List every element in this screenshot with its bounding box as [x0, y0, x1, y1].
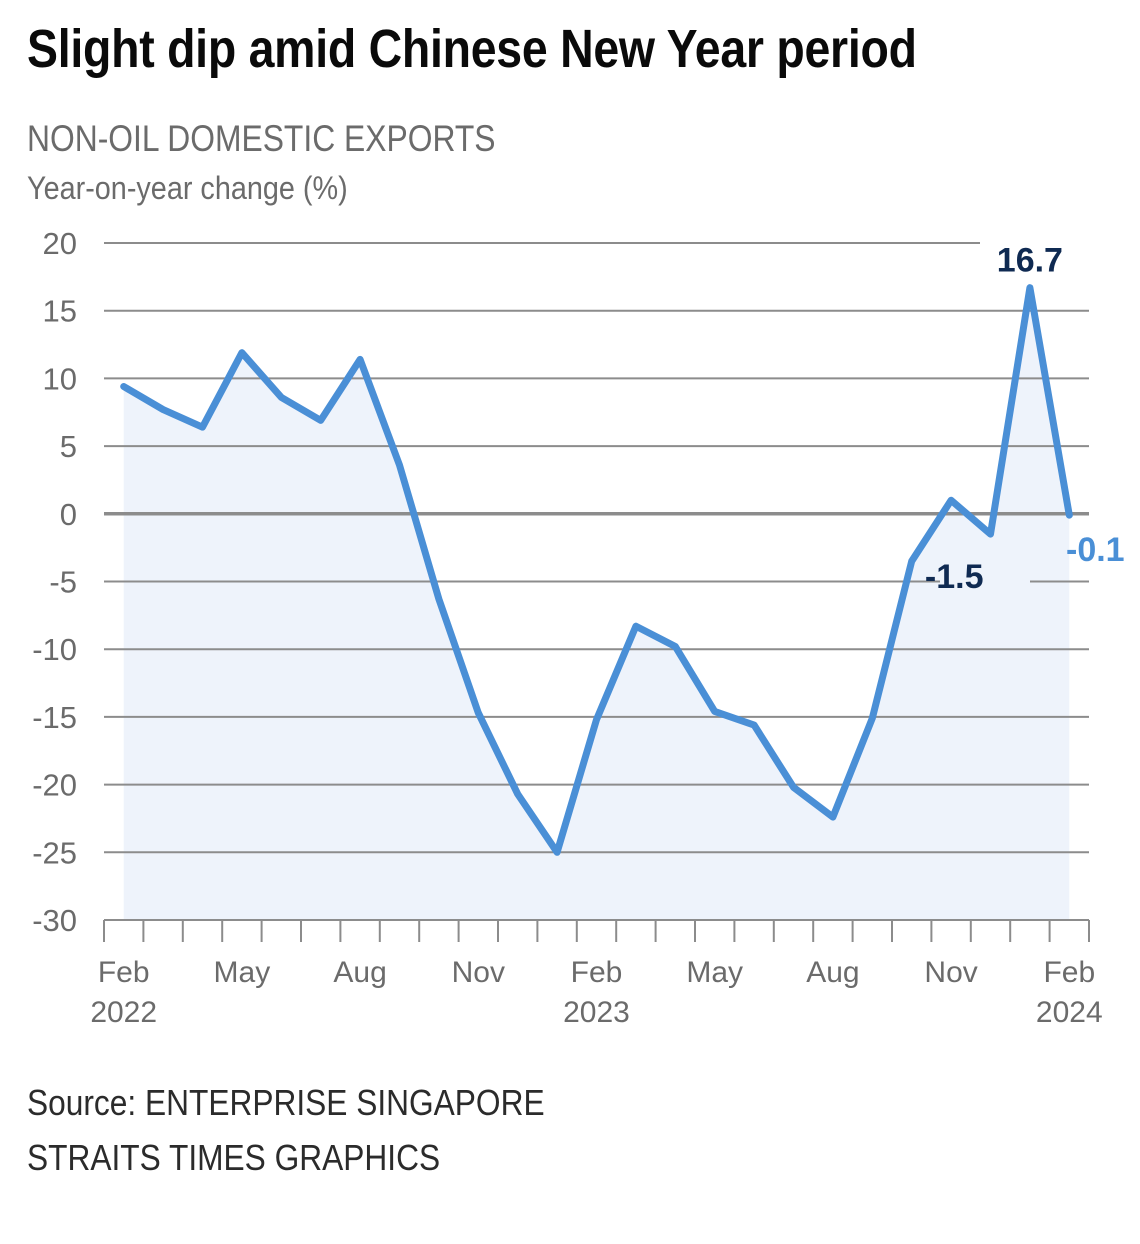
y-tick-label: -30: [32, 903, 77, 938]
x-tick-label-month: Nov: [924, 956, 977, 989]
data-label: -1.5: [925, 558, 984, 596]
x-tick-label-month: Feb: [571, 956, 623, 989]
y-tick-label: 15: [43, 294, 77, 329]
y-tick-label: -5: [49, 565, 77, 600]
y-tick-label: 10: [43, 361, 77, 396]
x-axis-layer: Feb 2022 May Aug Nov Feb 2023 May Aug Nov Feb 2024: [90, 919, 1103, 1029]
x-tick-label-month: May: [686, 956, 743, 989]
x-tick-label-month: Aug: [333, 956, 386, 989]
chart-subtitle: NON-OIL DOMESTIC EXPORTS: [27, 118, 496, 159]
line-chart: 20 15 10 5 0 -5 -10 -15 -20 -25 -30 Feb 2022 May Aug N…: [32, 226, 1125, 1029]
y-tick-label: -10: [32, 632, 77, 667]
source-note: Source: ENTERPRISE SINGAPORE: [27, 1082, 545, 1123]
x-tick-label-month: May: [214, 956, 271, 989]
y-tick-label: -25: [32, 835, 77, 870]
y-tick-label: 20: [43, 226, 77, 261]
x-tick-label-month: Nov: [452, 956, 505, 989]
x-tick-label-month: Feb: [98, 956, 150, 989]
series-line-layer: [120, 284, 1073, 856]
y-tick-label: 0: [60, 497, 77, 532]
x-tick-label-year: 2024: [1036, 996, 1103, 1029]
x-tick-label-year: 2022: [90, 996, 157, 1029]
data-label: -0.1: [1066, 531, 1125, 569]
labels-layer: 16.7 -1.5 -0.1: [925, 242, 1125, 596]
x-tick-label-month: Aug: [806, 956, 859, 989]
credit-note: STRAITS TIMES GRAPHICS: [27, 1137, 441, 1178]
y-axis-label: Year-on-year change (%): [27, 170, 348, 206]
y-tick-label: -20: [32, 768, 77, 803]
x-tick-label-month: Feb: [1043, 956, 1095, 989]
y-tick-label: 5: [60, 429, 77, 464]
y-tick-label: -15: [32, 700, 77, 735]
data-label: 16.7: [997, 242, 1063, 280]
x-tick-label-year: 2023: [563, 996, 630, 1029]
chart-title: Slight dip amid Chinese New Year period: [27, 19, 917, 79]
gridlines-layer: 20 15 10 5 0 -5 -10 -15 -20 -25 -30: [32, 226, 1089, 938]
